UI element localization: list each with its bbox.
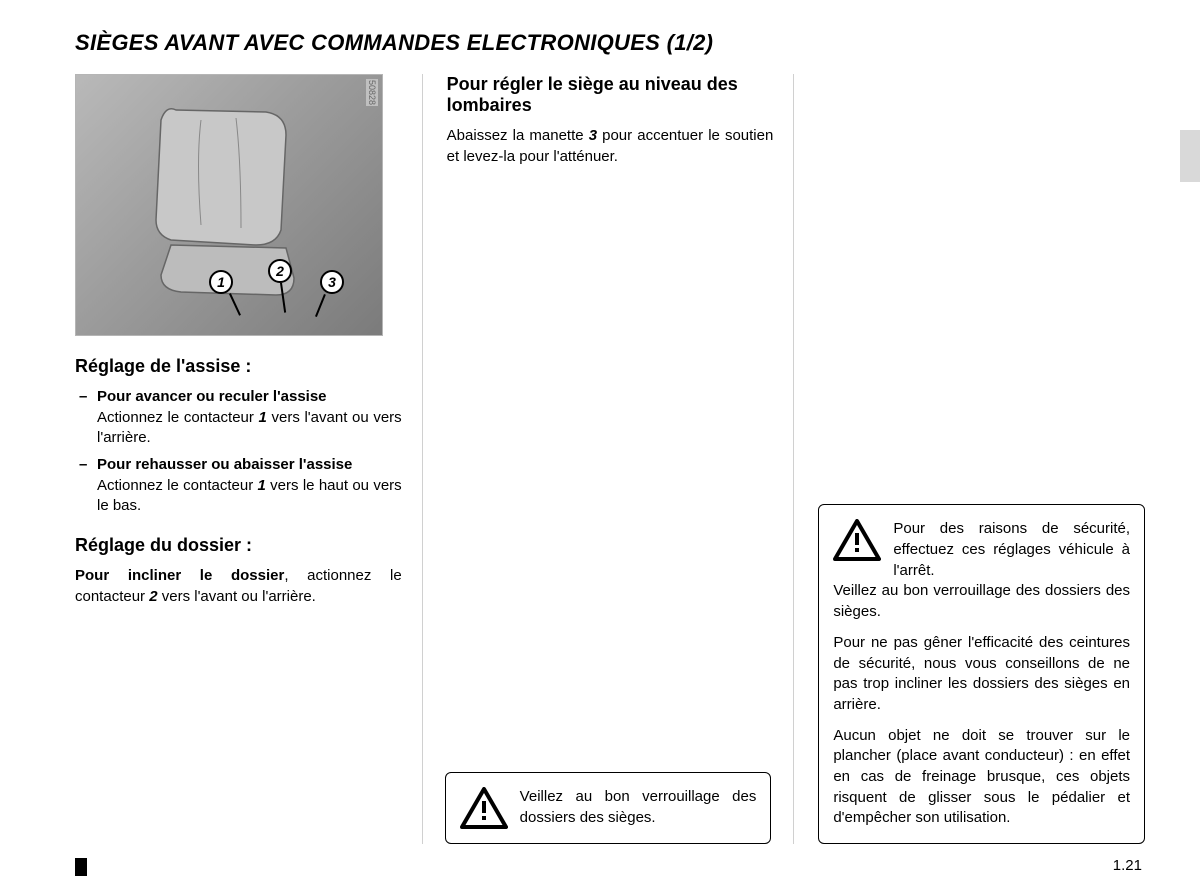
warning-text: Veillez au bon verrouillage des dossiers… (833, 581, 1130, 622)
warning-box: Veillez au bon verrouillage des dossiers… (445, 772, 772, 844)
warning-text: Aucun objet ne doit se trouver sur le pl… (833, 726, 1130, 829)
callout-3: 3 (320, 270, 344, 294)
warning-text: Veillez au bon verrouillage des dossiers… (520, 787, 757, 828)
page-title: SIÈGES AVANT AVEC COMMANDES ELECTRONIQUE… (75, 30, 1145, 56)
column-left: 50828 1 2 3 Réglage de l'assise : (75, 74, 423, 844)
callout-2: 2 (268, 259, 292, 283)
warning-text: Pour ne pas gêner l'efficacité des ceint… (833, 633, 1130, 716)
list-item: Pour rehausser ou abaisser l'assise Acti… (79, 455, 402, 517)
corner-mark (75, 858, 87, 876)
warning-box: Pour des raisons de sécurité, effectuez … (818, 504, 1145, 844)
warning-text: Pour des raisons de sécurité, effectuez … (893, 519, 1130, 581)
body-paragraph: Abaissez la manette 3 pour accentuer le … (447, 126, 774, 167)
manual-page: SIÈGES AVANT AVEC COMMANDES ELECTRONIQUE… (0, 0, 1200, 888)
section-title: Pour régler le siège au niveau des lomba… (447, 74, 774, 116)
warning-icon (460, 787, 508, 829)
body-paragraph: Pour incliner le dossier, actionnez le c… (75, 566, 402, 607)
page-number: 1.21 (1113, 857, 1142, 874)
list-item: Pour avancer ou reculer l'assise Actionn… (79, 387, 402, 449)
seat-illustration: 50828 1 2 3 (75, 74, 383, 336)
illustration-code: 50828 (366, 79, 378, 106)
column-right: Pour des raisons de sécurité, effectuez … (816, 74, 1145, 844)
leader-line (315, 294, 326, 317)
callout-1: 1 (209, 270, 233, 294)
warning-icon (833, 519, 881, 561)
column-middle: Pour régler le siège au niveau des lomba… (445, 74, 795, 844)
section-title: Réglage de l'assise : (75, 356, 402, 377)
section-title: Réglage du dossier : (75, 535, 402, 556)
adjustment-list: Pour avancer ou reculer l'assise Actionn… (75, 387, 402, 517)
